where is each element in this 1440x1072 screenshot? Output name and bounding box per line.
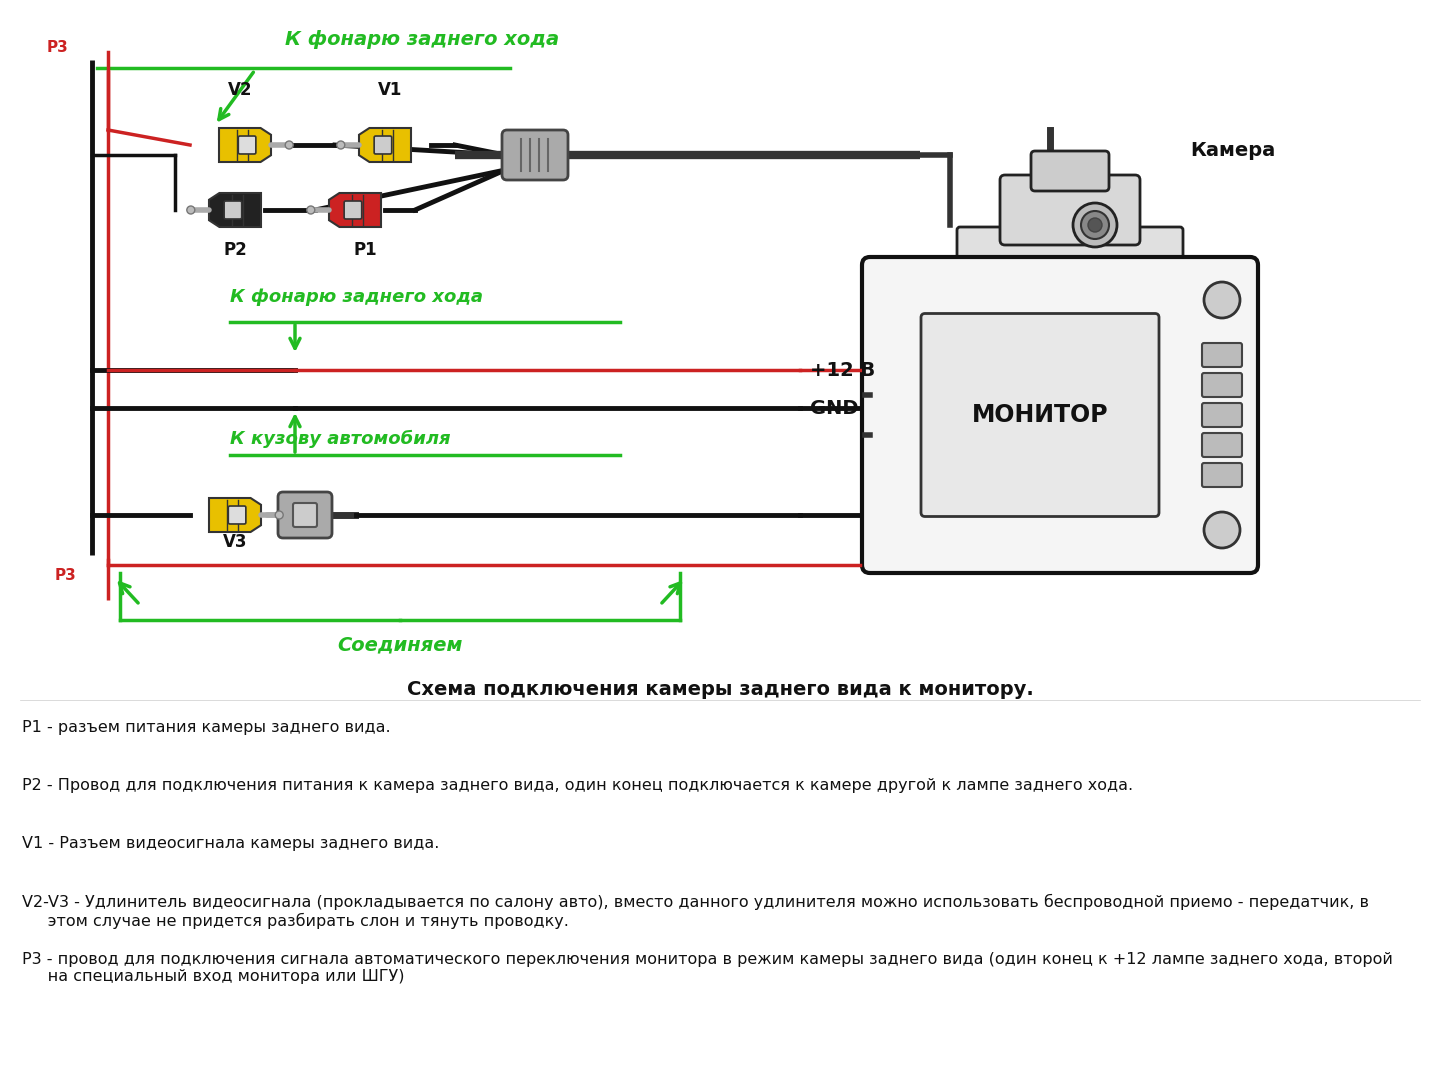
FancyBboxPatch shape	[958, 227, 1184, 293]
FancyBboxPatch shape	[238, 136, 256, 154]
FancyBboxPatch shape	[229, 506, 246, 524]
Circle shape	[285, 142, 294, 149]
Text: Соединяем: Соединяем	[337, 635, 462, 654]
FancyBboxPatch shape	[999, 175, 1140, 245]
FancyBboxPatch shape	[292, 503, 317, 527]
Circle shape	[337, 142, 344, 149]
Text: P1: P1	[353, 241, 377, 259]
FancyBboxPatch shape	[1202, 463, 1241, 487]
Circle shape	[275, 511, 284, 519]
Circle shape	[1073, 203, 1117, 247]
Polygon shape	[328, 193, 382, 227]
FancyBboxPatch shape	[503, 130, 567, 180]
Text: V3: V3	[223, 533, 248, 551]
Text: Р1 - разъем питания камеры заднего вида.: Р1 - разъем питания камеры заднего вида.	[22, 720, 390, 735]
FancyBboxPatch shape	[374, 136, 392, 154]
FancyBboxPatch shape	[1202, 433, 1241, 457]
Text: V2: V2	[228, 81, 252, 99]
Circle shape	[1081, 211, 1109, 239]
FancyBboxPatch shape	[863, 257, 1259, 574]
Circle shape	[1089, 218, 1102, 232]
Text: V1 - Разъем видеосигнала камеры заднего вида.: V1 - Разъем видеосигнала камеры заднего …	[22, 836, 439, 851]
Text: P3: P3	[55, 568, 76, 583]
Text: К фонарю заднего хода: К фонарю заднего хода	[285, 30, 559, 49]
Circle shape	[187, 206, 194, 214]
Circle shape	[1204, 512, 1240, 548]
Text: Схема подключения камеры заднего вида к монитору.: Схема подключения камеры заднего вида к …	[406, 680, 1034, 699]
Text: V1: V1	[377, 81, 402, 99]
FancyBboxPatch shape	[922, 313, 1159, 517]
Text: V2-V3 - Удлинитель видеосигнала (прокладывается по салону авто), вместо данного : V2-V3 - Удлинитель видеосигнала (проклад…	[22, 894, 1369, 929]
Text: Камера: Камера	[1189, 140, 1276, 160]
Circle shape	[307, 206, 315, 214]
FancyBboxPatch shape	[1202, 403, 1241, 427]
FancyBboxPatch shape	[344, 202, 361, 219]
FancyBboxPatch shape	[1202, 373, 1241, 397]
Text: Р2 - Провод для подключения питания к камера заднего вида, один конец подключает: Р2 - Провод для подключения питания к ка…	[22, 778, 1133, 793]
Text: К кузову автомобиля: К кузову автомобиля	[230, 430, 451, 448]
FancyBboxPatch shape	[1031, 151, 1109, 191]
Polygon shape	[209, 193, 261, 227]
Text: МОНИТОР: МОНИТОР	[972, 403, 1109, 427]
Text: К фонарю заднего хода: К фонарю заднего хода	[230, 288, 482, 306]
FancyBboxPatch shape	[278, 492, 333, 538]
Polygon shape	[219, 128, 271, 162]
Text: P2: P2	[223, 241, 246, 259]
Polygon shape	[209, 498, 261, 532]
FancyBboxPatch shape	[225, 202, 242, 219]
Polygon shape	[359, 128, 410, 162]
Text: GND: GND	[809, 399, 858, 417]
Text: P3: P3	[48, 40, 69, 55]
Text: +12 В: +12 В	[809, 360, 876, 379]
FancyBboxPatch shape	[1202, 343, 1241, 367]
Text: Р3 - провод для подключения сигнала автоматического переключения монитора в режи: Р3 - провод для подключения сигнала авто…	[22, 952, 1392, 984]
Circle shape	[1204, 282, 1240, 318]
